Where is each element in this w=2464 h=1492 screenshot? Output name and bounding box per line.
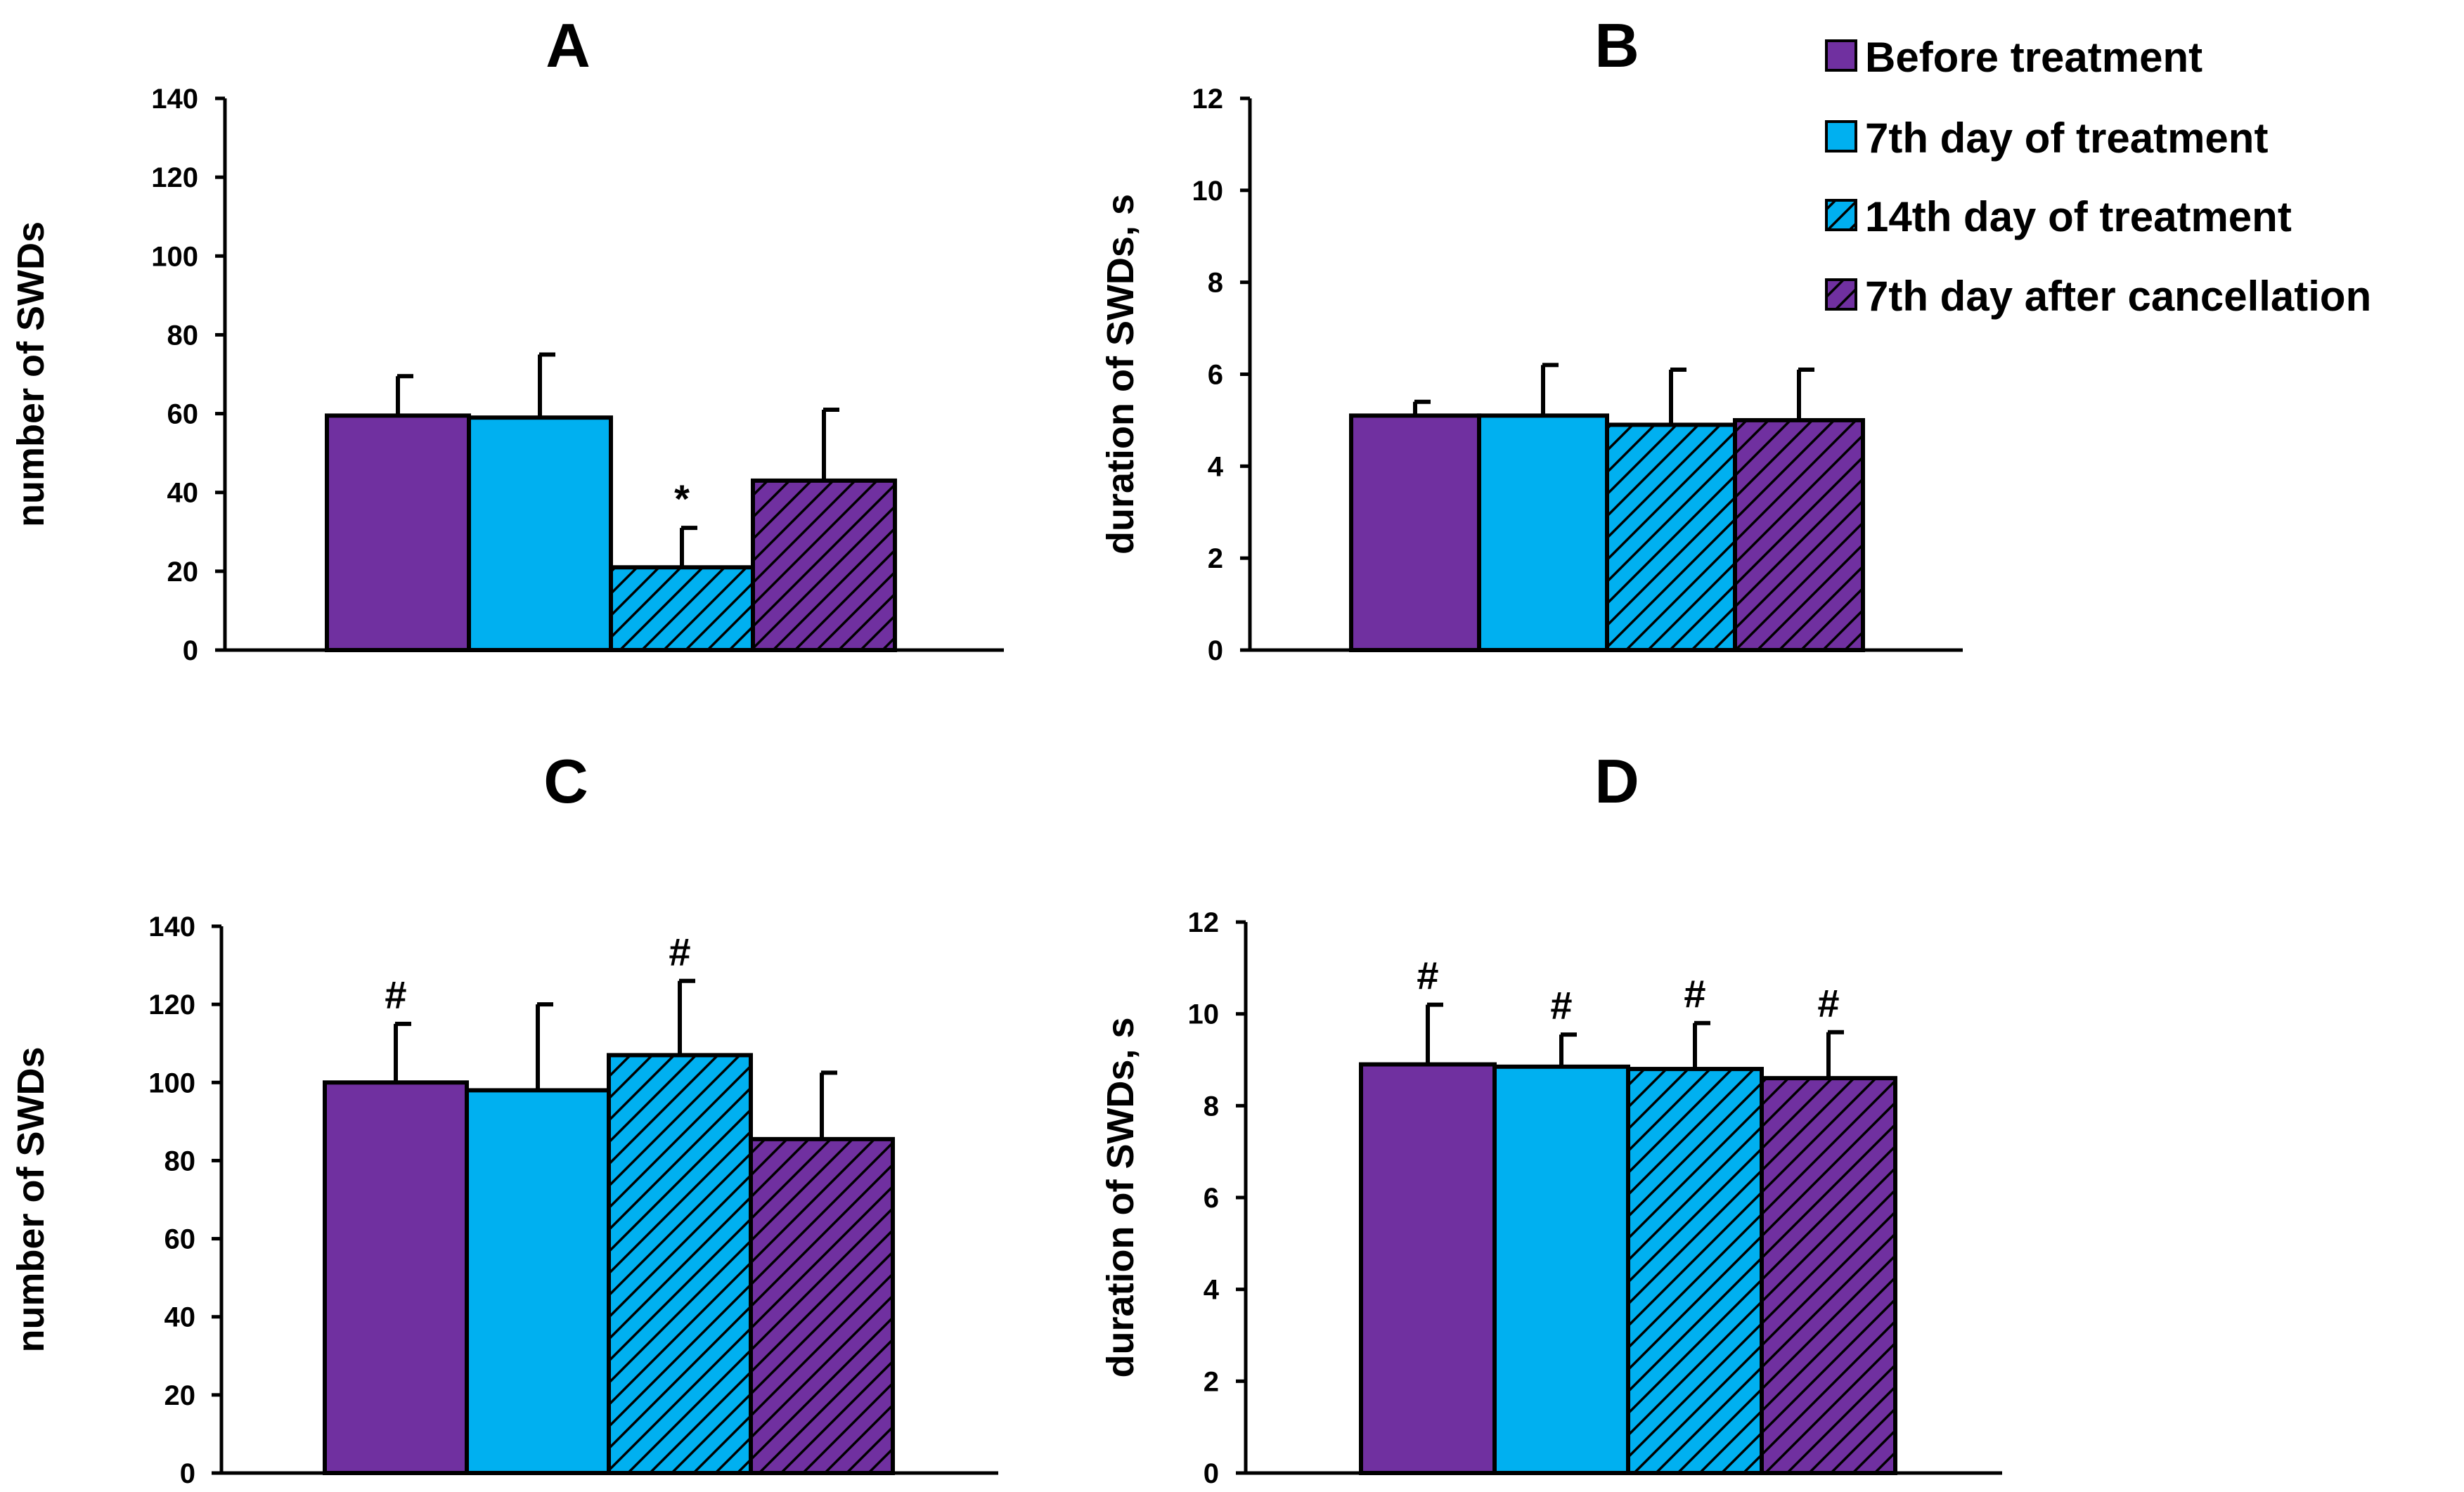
legend-item: 14th day of treatment: [1825, 193, 2292, 240]
legend-swatch: [1825, 120, 1857, 153]
bar-1: [1349, 413, 1481, 652]
y-tick-label: 60: [167, 399, 199, 430]
significance-mark: #: [1550, 983, 1572, 1027]
y-tick-label: 80: [165, 1146, 196, 1176]
y-tick-label: 6: [1208, 360, 1223, 391]
y-tick-label: 12: [1192, 84, 1224, 115]
significance-mark: #: [669, 930, 690, 974]
bar-4: [1733, 417, 1865, 653]
y-tick-label: 120: [151, 162, 198, 193]
legend-label: 7th day of treatment: [1865, 115, 2268, 162]
legend-swatch: [1825, 39, 1857, 72]
legend-swatch: [1825, 199, 1857, 231]
y-tick-label: 12: [1188, 907, 1220, 938]
significance-mark: #: [1817, 981, 1839, 1025]
panel-title: B: [1594, 11, 1639, 80]
y-tick-label: 80: [167, 320, 199, 351]
y-tick-label: 4: [1208, 451, 1224, 482]
y-tick-label: 20: [167, 557, 199, 588]
significance-mark: *: [674, 476, 690, 521]
y-tick-label: 60: [165, 1224, 196, 1255]
bar-1: [325, 413, 471, 652]
bar-2: [465, 1088, 611, 1475]
bar-2: [467, 415, 613, 653]
y-tick-label: 40: [167, 478, 199, 509]
y-tick-label: 0: [1204, 1458, 1219, 1489]
bar-1: [323, 1080, 469, 1476]
legend-label: 7th day after cancellation: [1865, 273, 2371, 320]
legend-item: 7th day after cancellation: [1825, 273, 2371, 320]
y-axis-label: number of SWDs: [10, 221, 52, 527]
y-tick-label: 140: [151, 84, 198, 115]
y-tick-label: 2: [1204, 1366, 1219, 1397]
y-axis-label: duration of SWDs, s: [1099, 1018, 1142, 1378]
significance-mark: #: [385, 973, 406, 1017]
y-tick-label: 140: [148, 912, 195, 942]
legend-swatch: [1825, 278, 1857, 311]
y-tick-label: 0: [180, 1458, 195, 1489]
legend-item: 7th day of treatment: [1825, 115, 2268, 162]
bar-2: [1477, 413, 1609, 652]
y-tick-label: 120: [148, 990, 195, 1020]
y-tick-label: 8: [1204, 1091, 1219, 1122]
y-tick-label: 10: [1188, 999, 1220, 1030]
y-tick-label: 2: [1208, 543, 1223, 574]
bar-3: [1626, 1067, 1764, 1475]
panel-title: D: [1594, 746, 1639, 816]
y-tick-label: 0: [1208, 635, 1223, 666]
bar-1: [1359, 1062, 1497, 1475]
y-tick-label: 20: [165, 1380, 196, 1411]
legend-label: Before treatment: [1865, 34, 2202, 81]
y-tick-label: 8: [1208, 268, 1223, 299]
significance-mark: #: [1684, 972, 1705, 1016]
panel-title: C: [543, 746, 588, 816]
y-tick-label: 10: [1192, 176, 1224, 207]
bar-4: [749, 1136, 895, 1475]
y-axis-label: duration of SWDs, s: [1099, 194, 1142, 554]
significance-mark: #: [1417, 954, 1438, 998]
panel-title: A: [546, 11, 591, 80]
bar-3: [1605, 422, 1737, 652]
bar-4: [751, 478, 897, 653]
y-tick-label: 100: [151, 241, 198, 272]
y-tick-label: 6: [1204, 1183, 1219, 1214]
y-tick-label: 100: [148, 1068, 195, 1098]
y-tick-label: 0: [183, 635, 198, 666]
bar-3: [609, 565, 755, 652]
y-tick-label: 40: [165, 1302, 196, 1333]
bar-2: [1492, 1064, 1630, 1476]
bar-4: [1760, 1076, 1897, 1475]
legend-label: 14th day of treatment: [1865, 193, 2292, 240]
legend: Before treatment 7th day of treatment 14th…: [1825, 34, 2371, 320]
y-tick-label: 4: [1204, 1275, 1220, 1306]
bar-3: [607, 1053, 753, 1475]
legend-item: Before treatment: [1825, 34, 2202, 81]
y-axis-label: number of SWDs: [10, 1046, 52, 1352]
